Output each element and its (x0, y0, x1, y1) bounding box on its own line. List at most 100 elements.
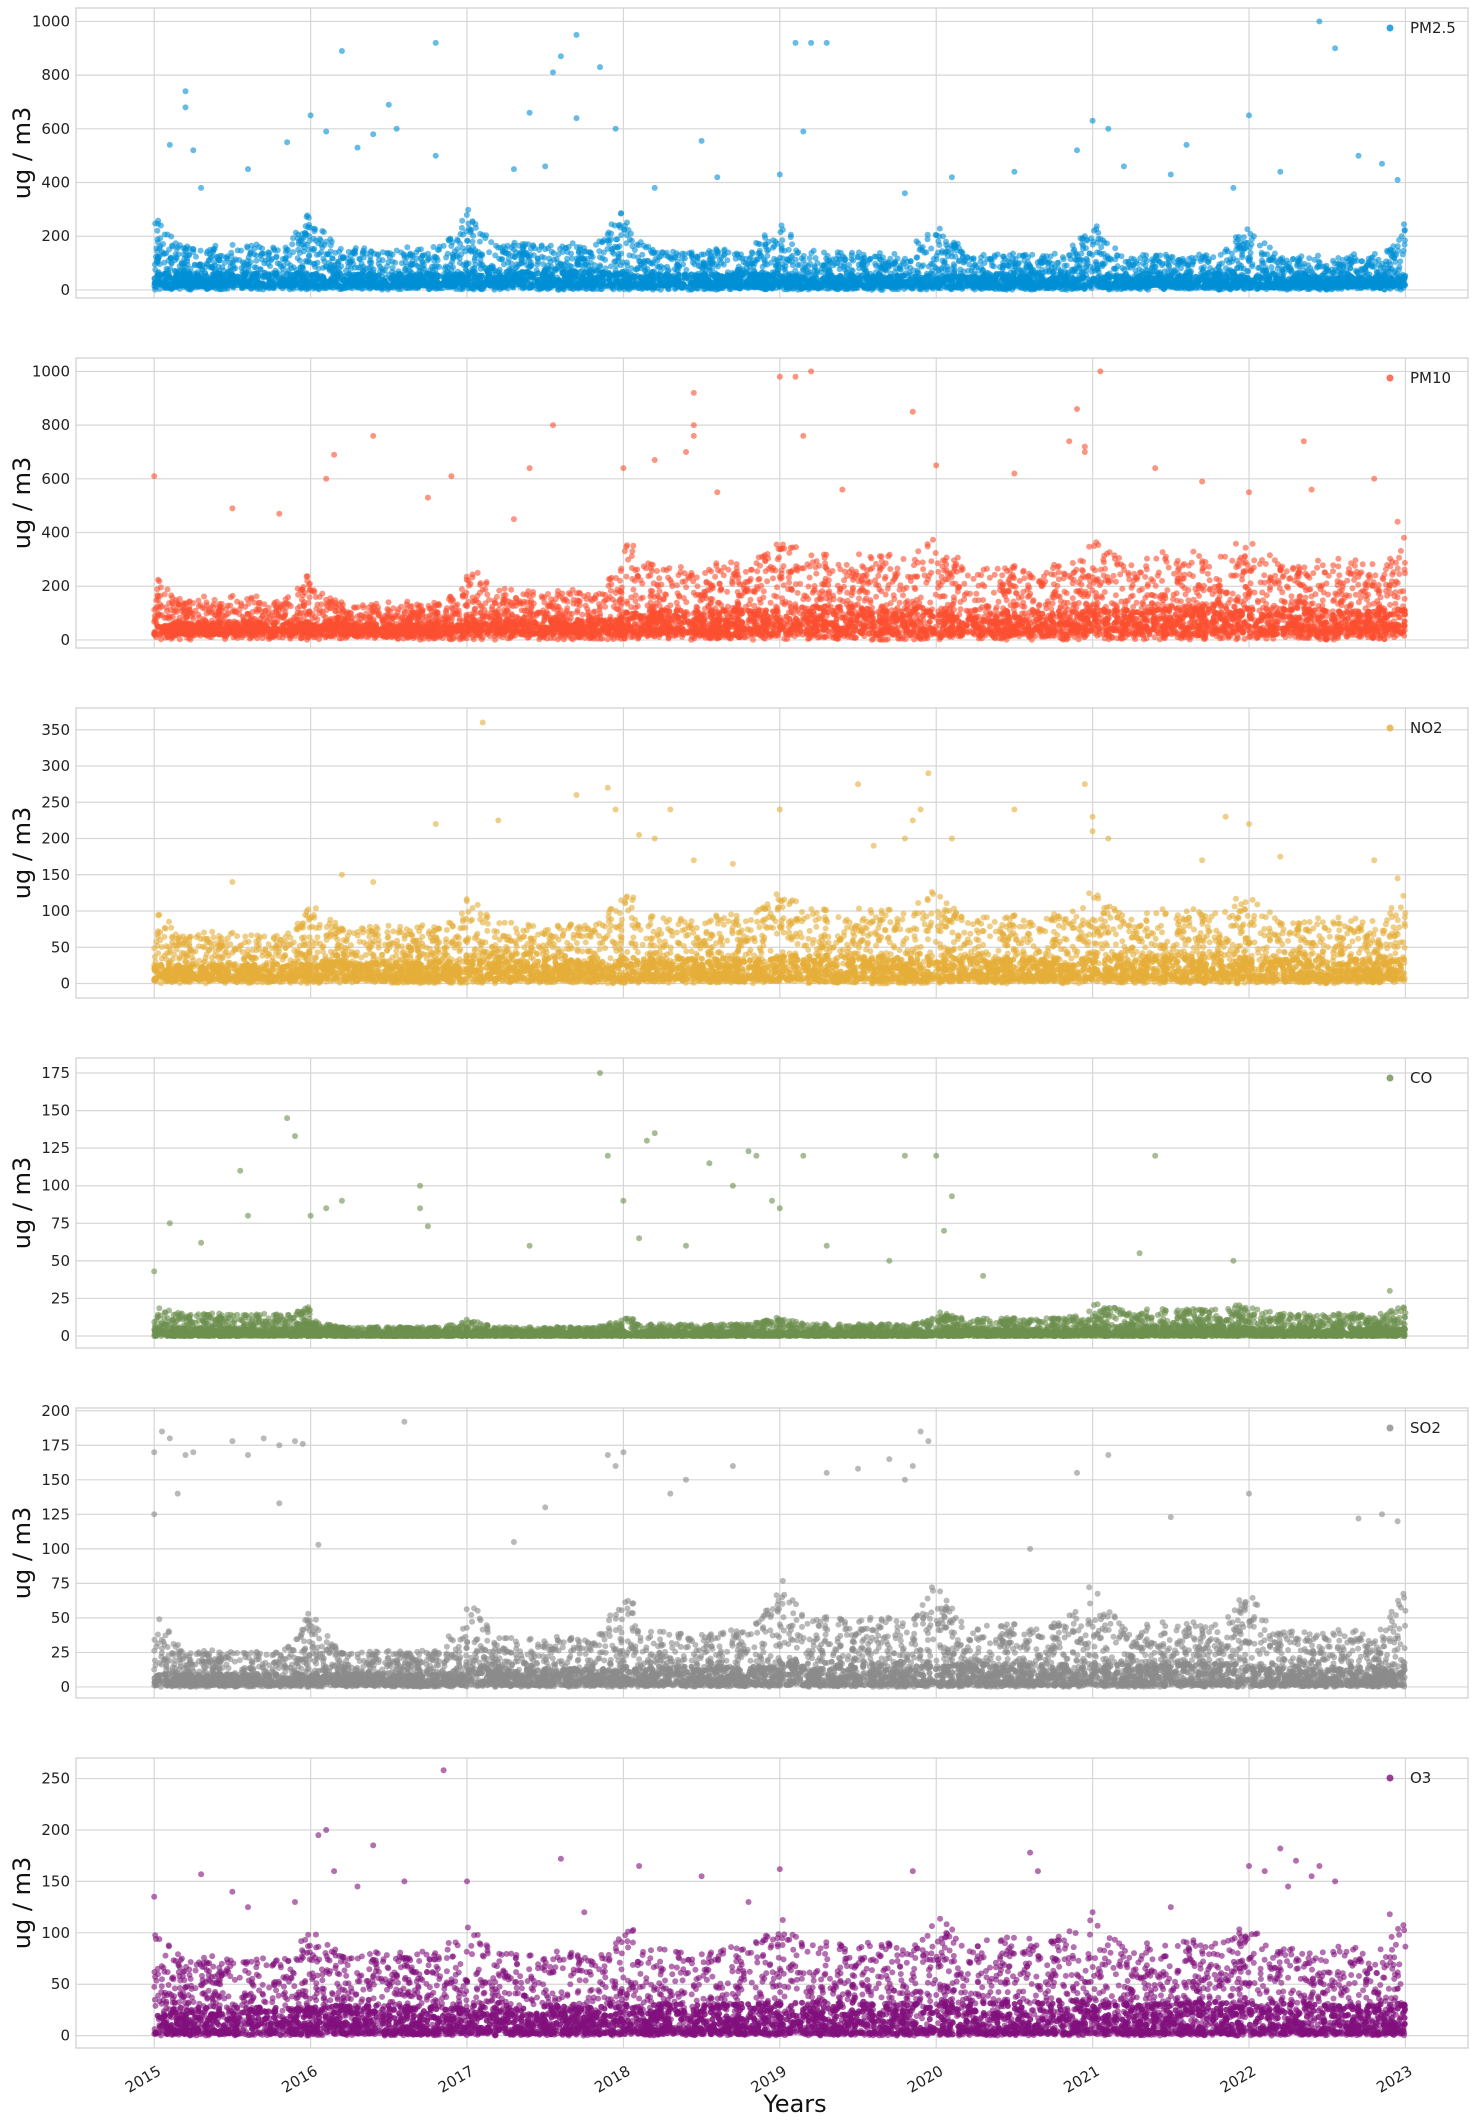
data-point (977, 258, 984, 265)
data-point (488, 239, 495, 246)
data-point (789, 241, 796, 248)
data-point (416, 263, 423, 270)
data-point (970, 256, 977, 263)
data-point (860, 258, 866, 265)
data-point (1329, 270, 1336, 277)
data-point (1392, 258, 1399, 265)
data-point (924, 231, 931, 238)
data-point (319, 228, 326, 234)
data-point (994, 251, 1001, 258)
data-point (968, 267, 975, 274)
data-point (538, 242, 545, 249)
data-point (172, 240, 179, 247)
data-point (1222, 265, 1229, 272)
data-point (597, 263, 603, 270)
data-point (420, 262, 427, 268)
data-point (1240, 234, 1247, 241)
data-point (296, 257, 303, 264)
data-point (540, 261, 547, 268)
data-point (628, 237, 635, 244)
data-point (197, 247, 204, 254)
data-point (929, 260, 936, 267)
data-point (761, 232, 768, 239)
data-point (907, 258, 914, 264)
data-point (1060, 256, 1067, 263)
data-point (812, 255, 819, 261)
data-point (873, 253, 879, 260)
y-axis-label: ug / m3 (8, 107, 36, 199)
data-point (496, 266, 503, 273)
data-point (829, 256, 836, 263)
data-point (1388, 252, 1395, 258)
data-point (1026, 263, 1033, 270)
data-point (244, 243, 251, 250)
data-point (956, 257, 963, 264)
data-point (295, 240, 302, 247)
data-point (323, 238, 330, 245)
data-point (604, 245, 611, 252)
data-point (787, 234, 794, 241)
data-point (987, 255, 994, 262)
data-point (1228, 258, 1235, 265)
data-points-pm25 (151, 18, 1409, 293)
data-point (1397, 258, 1404, 265)
data-point (709, 260, 716, 267)
data-point (297, 264, 304, 271)
data-point (1029, 267, 1036, 274)
data-point (826, 265, 833, 272)
data-point (448, 243, 455, 249)
data-point (1381, 271, 1388, 278)
data-point (469, 244, 476, 251)
data-point (1396, 263, 1403, 270)
data-point (1093, 261, 1100, 268)
data-point (1370, 263, 1377, 270)
y-tick-label: 0 (60, 281, 70, 299)
data-point (447, 235, 454, 242)
data-point (1358, 258, 1365, 265)
data-point (1098, 244, 1105, 251)
data-point (312, 263, 318, 270)
data-point (166, 246, 173, 253)
data-point (928, 245, 935, 252)
data-point (949, 265, 956, 272)
data-point (602, 256, 609, 263)
data-point (228, 249, 235, 256)
data-point (936, 242, 943, 248)
data-point (850, 257, 857, 264)
data-point (575, 249, 582, 256)
data-point (1315, 252, 1321, 259)
data-point (154, 253, 161, 260)
y-tick-label: 400 (41, 174, 70, 192)
data-point (757, 241, 763, 248)
data-point (1232, 238, 1239, 245)
data-point (284, 246, 291, 253)
data-point (310, 235, 317, 242)
data-point (1255, 265, 1262, 271)
data-point (384, 249, 391, 256)
data-point (347, 259, 353, 266)
data-point (1037, 258, 1044, 265)
data-point (842, 257, 848, 264)
data-point (1089, 251, 1096, 258)
data-point (1054, 259, 1061, 266)
data-point (504, 250, 511, 257)
data-point (830, 262, 837, 269)
data-point (274, 260, 281, 267)
data-point (168, 260, 175, 267)
data-point (1232, 234, 1239, 241)
data-point (1051, 250, 1058, 257)
data-point (615, 222, 622, 229)
data-point (466, 225, 472, 232)
data-point (1101, 260, 1108, 267)
data-point (528, 245, 534, 252)
data-point (1261, 251, 1268, 258)
data-point (164, 231, 171, 238)
data-point (932, 231, 939, 238)
data-point (694, 253, 701, 260)
data-point (604, 231, 611, 238)
data-point (415, 246, 422, 253)
data-point (338, 263, 345, 270)
data-point (347, 265, 354, 272)
data-point (1261, 240, 1268, 247)
data-point (624, 219, 630, 226)
